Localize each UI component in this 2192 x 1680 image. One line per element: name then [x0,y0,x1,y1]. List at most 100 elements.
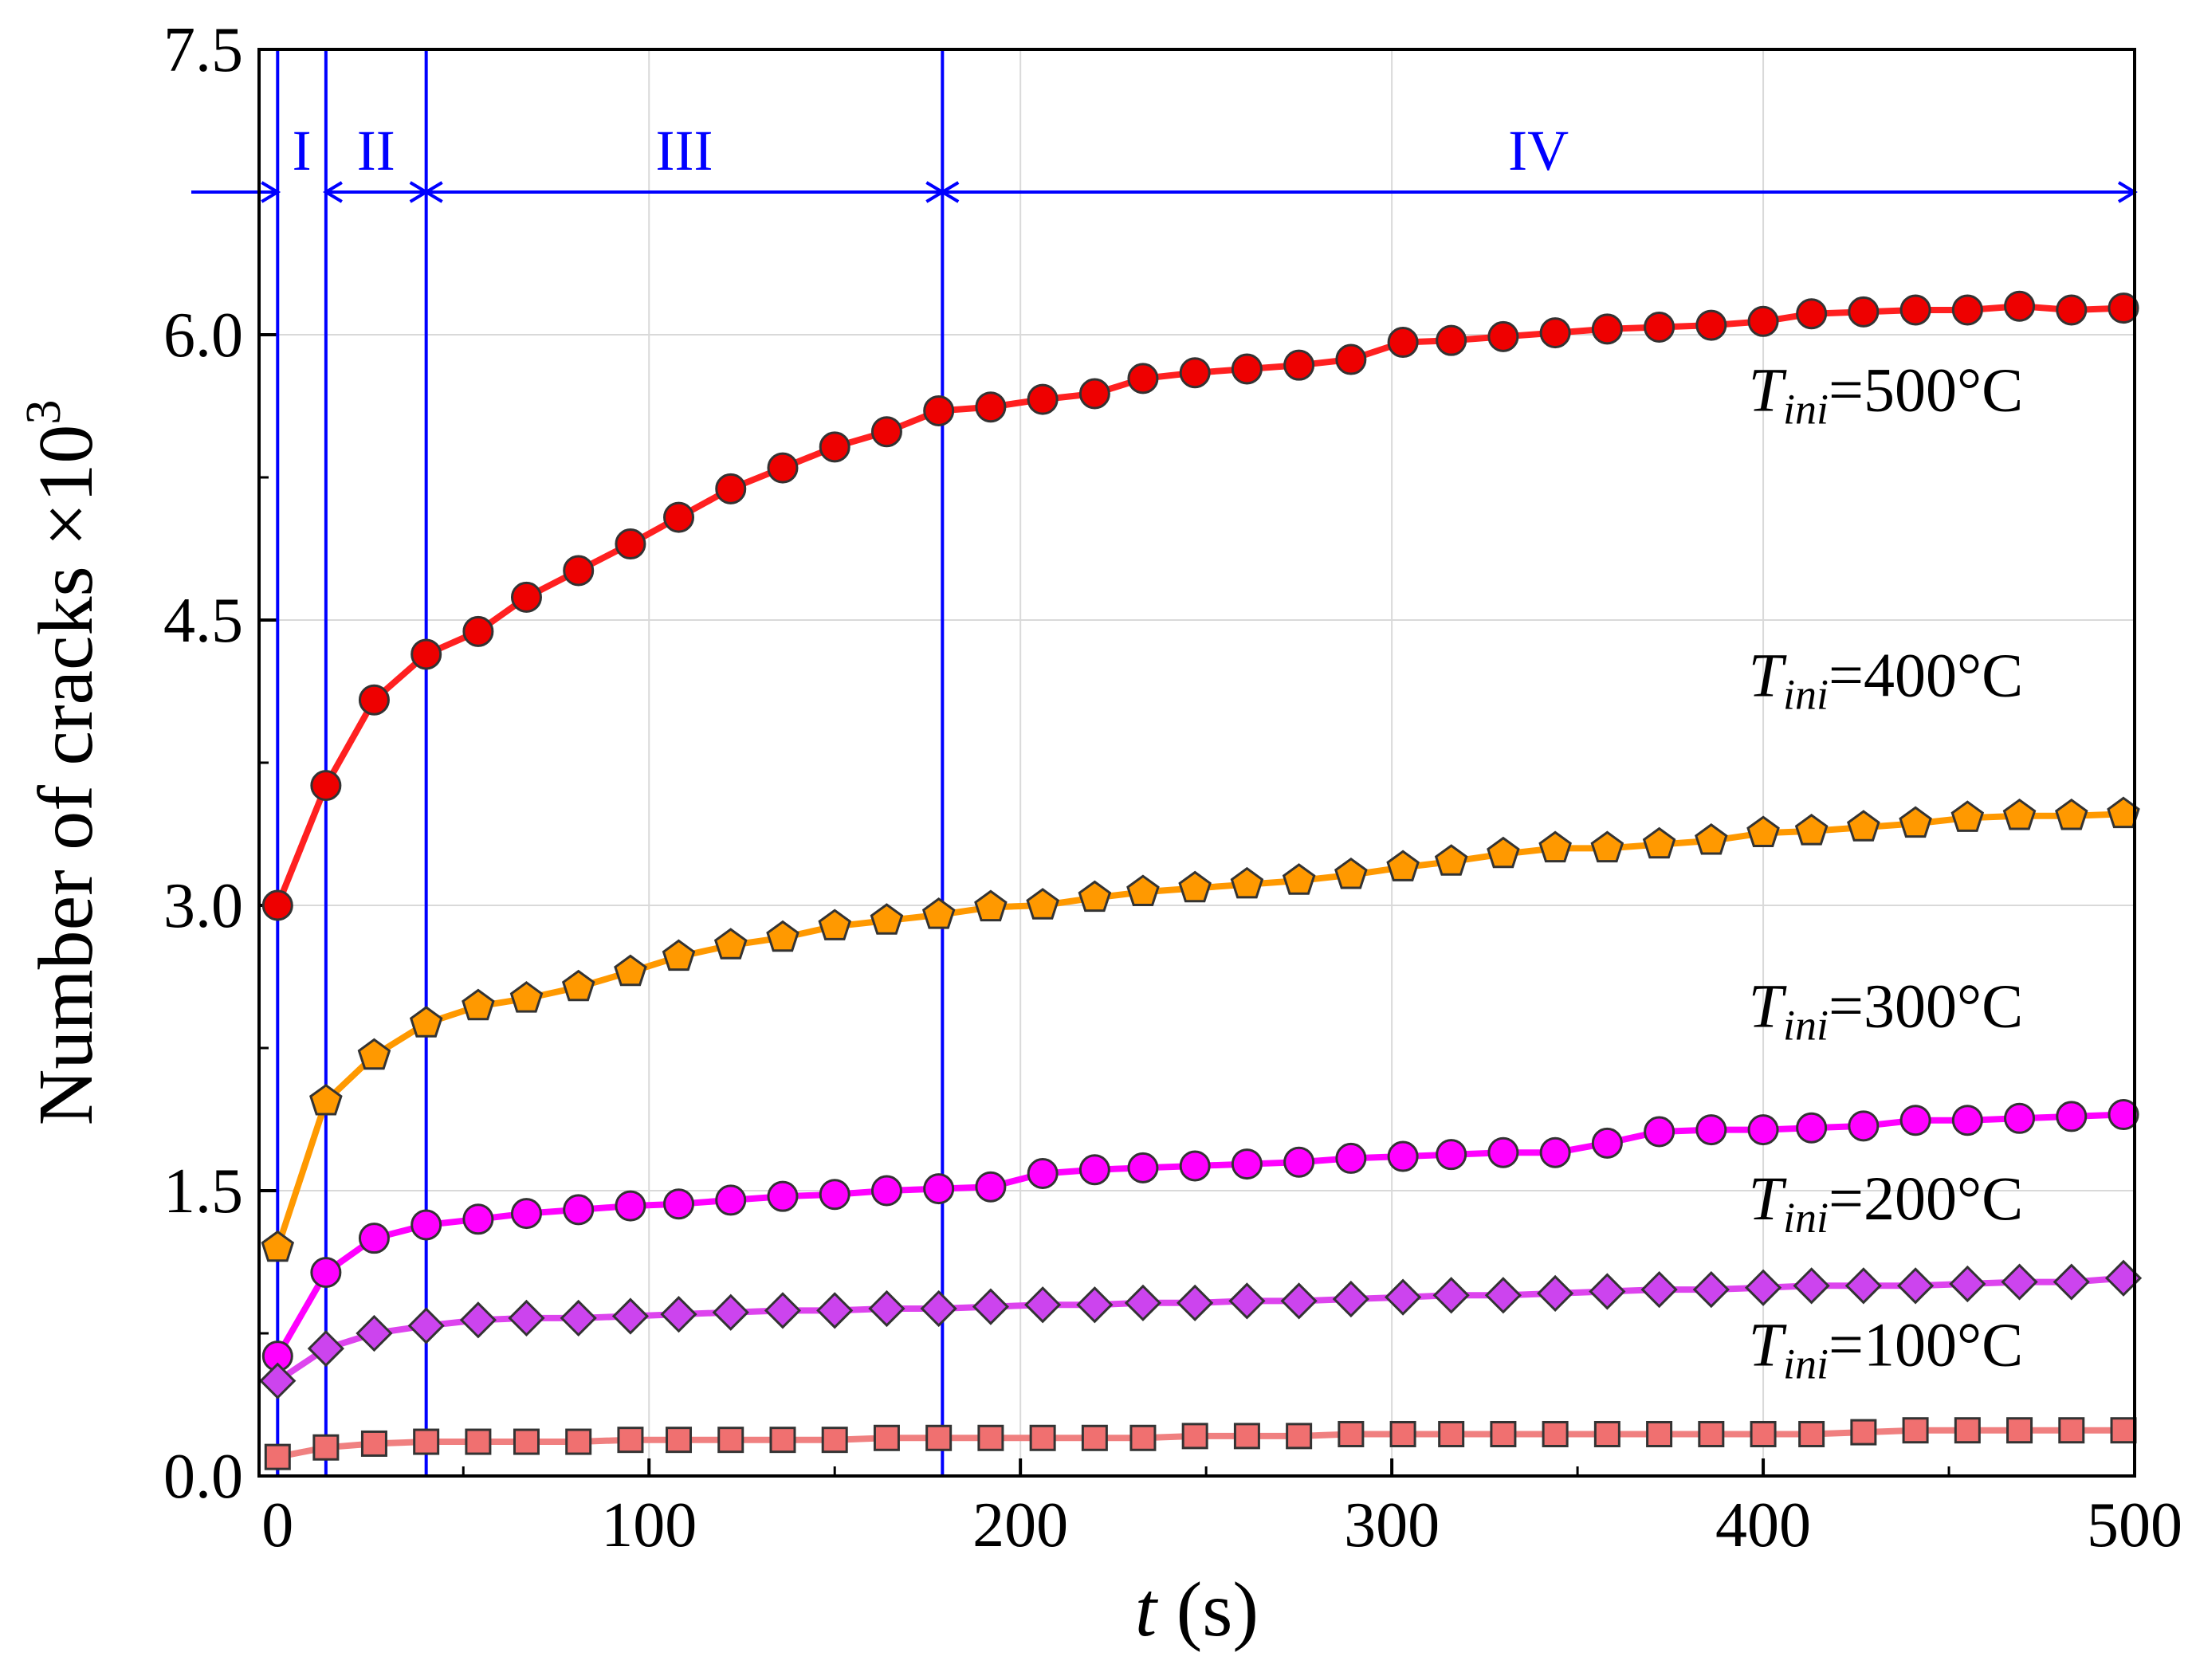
data-point [767,1180,799,1212]
plot-frame [257,48,2136,1478]
data-point [312,1434,340,1461]
data-point [1747,305,1779,337]
data-point [1848,296,1880,328]
data-point [459,1301,497,1339]
data-point [1487,1136,1519,1168]
phase-markers: I II III IV [191,49,2138,1476]
series-label-var: T [1749,355,1787,424]
data-point [1695,309,1727,341]
data-point [1231,353,1263,385]
data-point [1283,349,1315,381]
data-point [1024,1286,1062,1324]
y-tick-label: 0.0 [163,1442,243,1512]
data-point [310,770,342,802]
series [259,290,2143,1470]
data-point [360,1430,387,1457]
data-point [972,1288,1010,1325]
phase-arrow-head [261,181,281,203]
data-point [1179,357,1211,389]
data-point [615,528,646,560]
data-point [1490,1420,1517,1447]
data-point [1487,836,1520,869]
data-point [1181,1423,1208,1450]
phase-arrow-head [422,181,443,203]
data-point [873,1424,900,1451]
series-group [261,290,2139,921]
data-point [259,1362,297,1399]
data-point [1589,1273,1626,1310]
data-point [819,1179,850,1211]
data-point [1951,294,1983,326]
data-point [2004,1102,2036,1134]
data-point [766,920,799,952]
data-point [1387,1140,1419,1172]
y-axis-title-main: Number of cracks ×10 [23,425,109,1126]
data-point [717,1427,744,1454]
data-point [818,909,851,940]
data-point [462,1203,494,1235]
data-point [1640,1270,1678,1309]
data-point [462,988,495,1021]
data-point [2001,1263,2038,1301]
data-point [1593,1420,1620,1447]
data-point [261,1230,295,1262]
series-label-value: =200°C [1829,1164,2023,1233]
data-point [508,1299,545,1337]
series-label-value: =500°C [1829,355,2023,424]
data-point [1231,1148,1263,1180]
data-point [510,581,542,613]
data-point [2056,1101,2088,1132]
data-point [712,1293,749,1331]
data-point [975,1171,1007,1203]
data-point [821,1427,848,1454]
data-point [764,1292,802,1329]
data-point [816,1292,854,1329]
y-tick-label: 6.0 [163,300,243,371]
data-point [1432,1277,1470,1314]
series-group [259,1259,2143,1399]
data-point [715,1184,747,1216]
data-point [614,954,647,987]
y-axis-title: Number of cracks ×103 [17,400,109,1126]
data-point [663,501,695,533]
data-point [1793,1267,1830,1305]
y-axis-title-exponent: 3 [17,400,71,425]
data-point [1798,1420,1825,1447]
data-point [1644,1116,1675,1148]
data-point [713,928,748,960]
data-point [1537,1274,1574,1313]
data-point [1539,317,1571,349]
data-point [1951,1105,1983,1136]
data-point [1332,1280,1369,1318]
data-point [1228,1282,1266,1320]
data-point [309,1083,343,1116]
data-point [310,1257,342,1289]
data-point [1280,1282,1318,1320]
x-tick-label: 0 [261,1490,293,1560]
data-point [509,981,544,1013]
data-point [977,1424,1004,1451]
series-label: Tini=200°C [1749,1164,2024,1242]
data-point [563,1194,595,1226]
phase-label: IV [1508,119,1569,183]
series-group [261,796,2140,1262]
x-tick-label: 500 [2087,1490,2182,1560]
x-tick-label: 100 [601,1490,697,1560]
data-point [1286,1423,1313,1450]
data-point [1899,806,1932,838]
data-point [1949,1265,1986,1303]
data-point [2004,290,2036,322]
data-point [1847,810,1880,842]
data-point [1538,830,1572,863]
data-point [1590,830,1624,863]
x-tick-label: 300 [1344,1490,1440,1560]
data-point [1076,1286,1114,1324]
series-annotations: Tini=500°CTini=400°CTini=300°CTini=200°C… [1749,355,2024,1388]
series-label-var: T [1749,1310,1787,1380]
data-point [2055,798,2088,830]
data-point [307,1329,344,1368]
y-tick-label: 1.5 [163,1156,243,1227]
data-point [1335,1142,1367,1174]
data-point [769,1427,796,1454]
data-point [870,903,904,935]
